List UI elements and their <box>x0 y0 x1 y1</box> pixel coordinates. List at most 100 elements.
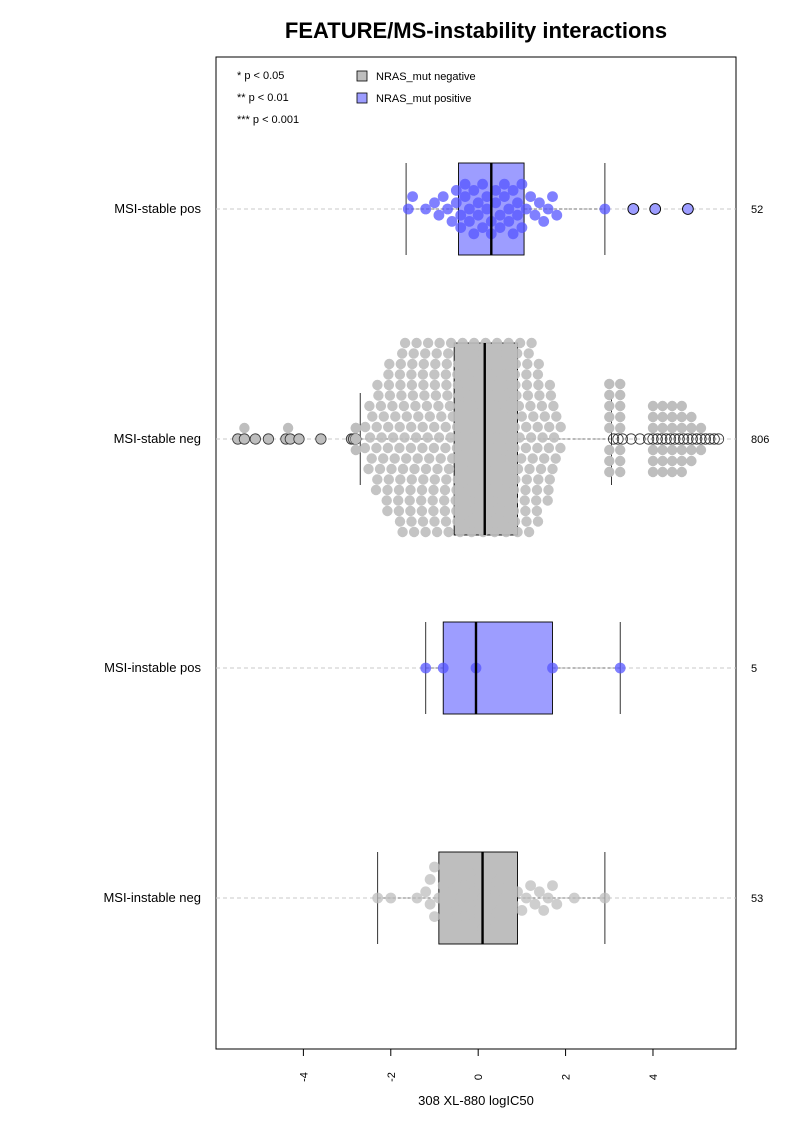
data-point <box>615 455 626 467</box>
data-point <box>499 358 510 370</box>
data-point <box>604 411 615 423</box>
outlier-point <box>616 433 629 445</box>
data-point <box>491 432 502 443</box>
data-point <box>547 191 558 203</box>
data-point <box>514 432 525 443</box>
data-point <box>455 209 467 221</box>
data-point <box>428 442 440 454</box>
data-point <box>538 905 550 916</box>
data-point <box>371 442 382 454</box>
data-point <box>657 466 668 478</box>
data-point <box>615 378 626 390</box>
data-point <box>520 203 532 215</box>
data-point <box>647 466 659 478</box>
chart-title: FEATURE/MS-instability interactions <box>285 18 667 43</box>
data-point <box>512 209 523 221</box>
data-point <box>416 495 427 506</box>
data-point <box>382 442 394 454</box>
data-point <box>360 421 371 433</box>
data-point <box>457 337 468 349</box>
row-count: 52 <box>751 204 763 216</box>
data-point <box>393 505 405 517</box>
data-point <box>520 442 532 454</box>
data-point <box>523 348 534 359</box>
data-point <box>437 191 449 203</box>
data-point <box>503 216 515 227</box>
data-point <box>424 874 436 885</box>
data-point <box>450 185 462 196</box>
data-point <box>475 379 487 391</box>
data-point <box>531 505 543 517</box>
data-point <box>477 348 488 359</box>
data-point <box>510 379 521 391</box>
data-point <box>402 203 414 215</box>
data-point <box>667 444 678 456</box>
data-point <box>441 379 452 391</box>
data-point <box>416 505 428 517</box>
data-point <box>384 390 396 401</box>
data-point <box>523 526 535 538</box>
data-point <box>407 390 419 401</box>
data-point <box>468 337 480 349</box>
data-point <box>542 495 553 506</box>
data-point <box>417 421 428 433</box>
data-point <box>472 197 484 209</box>
data-point <box>478 463 489 475</box>
data-point <box>455 222 467 234</box>
data-point <box>615 389 626 401</box>
data-point <box>657 411 668 423</box>
data-point <box>374 463 386 475</box>
outlier-point <box>651 433 663 445</box>
group-2: MSI-stable neg 806 <box>114 337 769 538</box>
data-point <box>397 526 408 538</box>
data-point <box>525 880 536 891</box>
data-point <box>500 348 511 359</box>
data-point <box>509 516 521 527</box>
data-point <box>436 411 447 422</box>
data-point <box>372 474 383 485</box>
data-point <box>555 421 566 433</box>
data-point <box>456 432 468 443</box>
data-point <box>394 516 406 527</box>
data-point <box>390 411 401 422</box>
data-point <box>452 421 463 433</box>
data-point <box>516 905 528 916</box>
outlier-point <box>262 433 274 445</box>
data-point <box>422 337 434 349</box>
data-point <box>451 442 463 454</box>
data-point <box>434 337 445 349</box>
legend-label-negative: NRAS_mut negative <box>376 71 476 83</box>
data-point <box>397 348 408 359</box>
data-point <box>393 484 405 496</box>
data-point <box>418 474 429 485</box>
data-point <box>500 526 512 538</box>
data-point <box>424 411 435 422</box>
data-point <box>525 400 536 412</box>
data-point <box>695 422 707 434</box>
data-point <box>667 400 678 412</box>
data-point <box>350 433 361 445</box>
data-point <box>427 495 438 506</box>
data-point <box>372 379 383 391</box>
data-point <box>420 526 431 538</box>
data-point <box>509 421 520 433</box>
data-point <box>503 203 515 215</box>
data-point <box>429 861 440 873</box>
data-point <box>413 411 424 422</box>
data-point <box>507 898 519 910</box>
group-4: MSI-instable neg 53 <box>103 851 763 945</box>
data-point <box>537 432 548 443</box>
data-point <box>529 209 541 221</box>
outlier-point <box>712 433 725 445</box>
data-point <box>512 463 524 475</box>
data-point <box>428 484 439 496</box>
data-point <box>465 390 476 401</box>
data-point <box>529 898 541 910</box>
data-point <box>498 369 509 380</box>
data-point <box>411 337 422 349</box>
x-tick-label: -4 <box>298 1072 310 1082</box>
data-point <box>534 390 545 401</box>
data-point <box>445 432 456 443</box>
data-point <box>464 379 475 391</box>
data-point <box>544 379 556 391</box>
